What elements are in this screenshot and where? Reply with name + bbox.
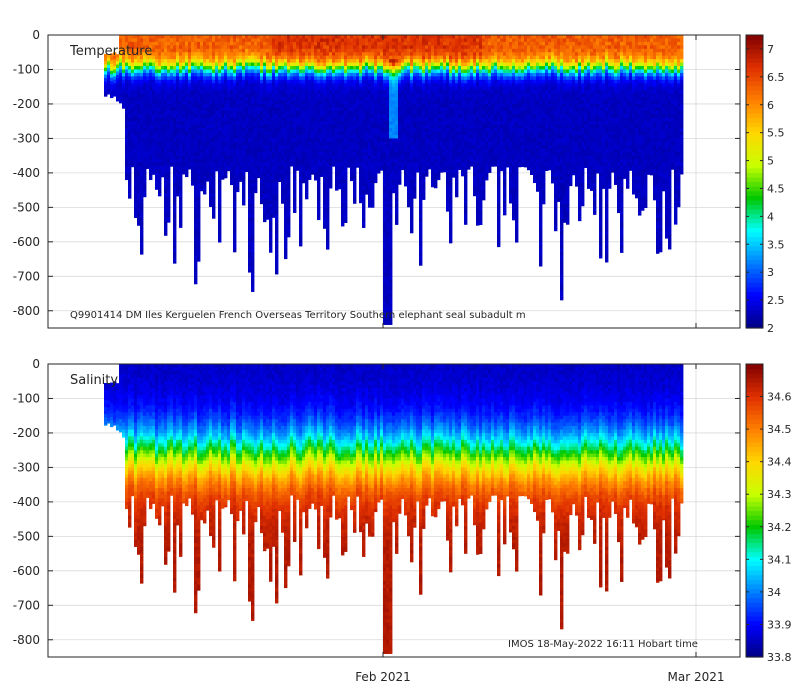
colorbar-tick-label: 33.9 [767, 618, 792, 631]
colorbar-tick-label: 33.8 [767, 651, 792, 664]
y-tick-label: -400 [13, 495, 40, 509]
x-tick-label-feb-2021: Feb 2021 [355, 670, 411, 684]
y-tick-label: -700 [13, 269, 40, 283]
y-tick-label: -500 [13, 529, 40, 543]
y-tick-label: -200 [13, 97, 40, 111]
colorbar-tick-label: 2 [767, 322, 774, 335]
salinity-title: Salinity [70, 373, 118, 388]
colorbar-tick-label: 5 [767, 155, 774, 168]
y-tick-label: -800 [13, 304, 40, 318]
y-tick-label: -500 [13, 200, 40, 214]
temperature-heatmap [104, 35, 684, 325]
salinity-colorbar: 33.8 33.9 34 34.1 34.2 34.3 34.4 34.5 34.6 [745, 363, 792, 664]
colorbar-tick-label: 34.1 [767, 553, 792, 566]
y-tick-label: 0 [32, 28, 40, 42]
salinity-axes-box [47, 363, 741, 658]
y-tick-label: -700 [13, 598, 40, 612]
colorbar-tick-label: 34.3 [767, 488, 792, 501]
y-tick-label: -400 [13, 166, 40, 180]
colorbar-tick-label: 34.2 [767, 521, 792, 534]
colorbar-tick-label: 6 [767, 99, 774, 112]
temperature-x-axis [382, 35, 697, 328]
y-tick-label: -600 [13, 235, 40, 249]
y-tick-label: -300 [13, 131, 40, 145]
temperature-title: Temperature [69, 44, 152, 59]
colorbar-tick-label: 2.5 [767, 294, 785, 307]
colorbar-tick-label: 5.5 [767, 127, 785, 140]
colorbar-tick-label: 4 [767, 210, 774, 223]
y-tick-label: -100 [13, 391, 40, 405]
temperature-panel: 0 -100 -200 -300 -400 -500 -600 -700 -800 Temper… [13, 28, 785, 335]
salinity-y-axis: 0 -100 -200 -300 -400 -500 -600 -700 -800 [13, 357, 740, 647]
x-tick-label-mar-2021: Mar 2021 [668, 670, 725, 684]
y-tick-label: -800 [13, 633, 40, 647]
salinity-x-axis [382, 364, 697, 657]
salinity-annotation: IMOS 18-May-2022 16:11 Hobart time [508, 639, 698, 650]
salinity-heatmap [104, 364, 684, 654]
colorbar-tick-label: 34.5 [767, 423, 792, 436]
colorbar-tick-label: 7 [767, 43, 774, 56]
temperature-annotation: Q9901414 DM Iles Kerguelen French Overse… [70, 310, 526, 321]
temperature-y-axis: 0 -100 -200 -300 -400 -500 -600 -700 -800 [13, 28, 740, 318]
temperature-colorbar: 2 2.5 3 3.5 4 4.5 5 5.5 6 6.5 7 [745, 34, 785, 335]
colorbar-tick-label: 3 [767, 266, 774, 279]
temperature-axes-box [47, 34, 741, 329]
colorbar-tick-label: 4.5 [767, 182, 785, 195]
y-tick-label: -600 [13, 564, 40, 578]
colorbar-tick-label: 6.5 [767, 71, 785, 84]
y-tick-label: -100 [13, 62, 40, 76]
colorbar-tick-label: 3.5 [767, 238, 785, 251]
colorbar-tick-label: 34.6 [767, 391, 792, 404]
y-tick-label: 0 [32, 357, 40, 371]
y-tick-label: -300 [13, 460, 40, 474]
y-tick-label: -200 [13, 426, 40, 440]
salinity-panel: 0 -100 -200 -300 -400 -500 -600 -700 -800 Salini… [13, 357, 792, 664]
colorbar-tick-label: 34.4 [767, 456, 792, 469]
colorbar-tick-label: 34 [767, 586, 781, 599]
